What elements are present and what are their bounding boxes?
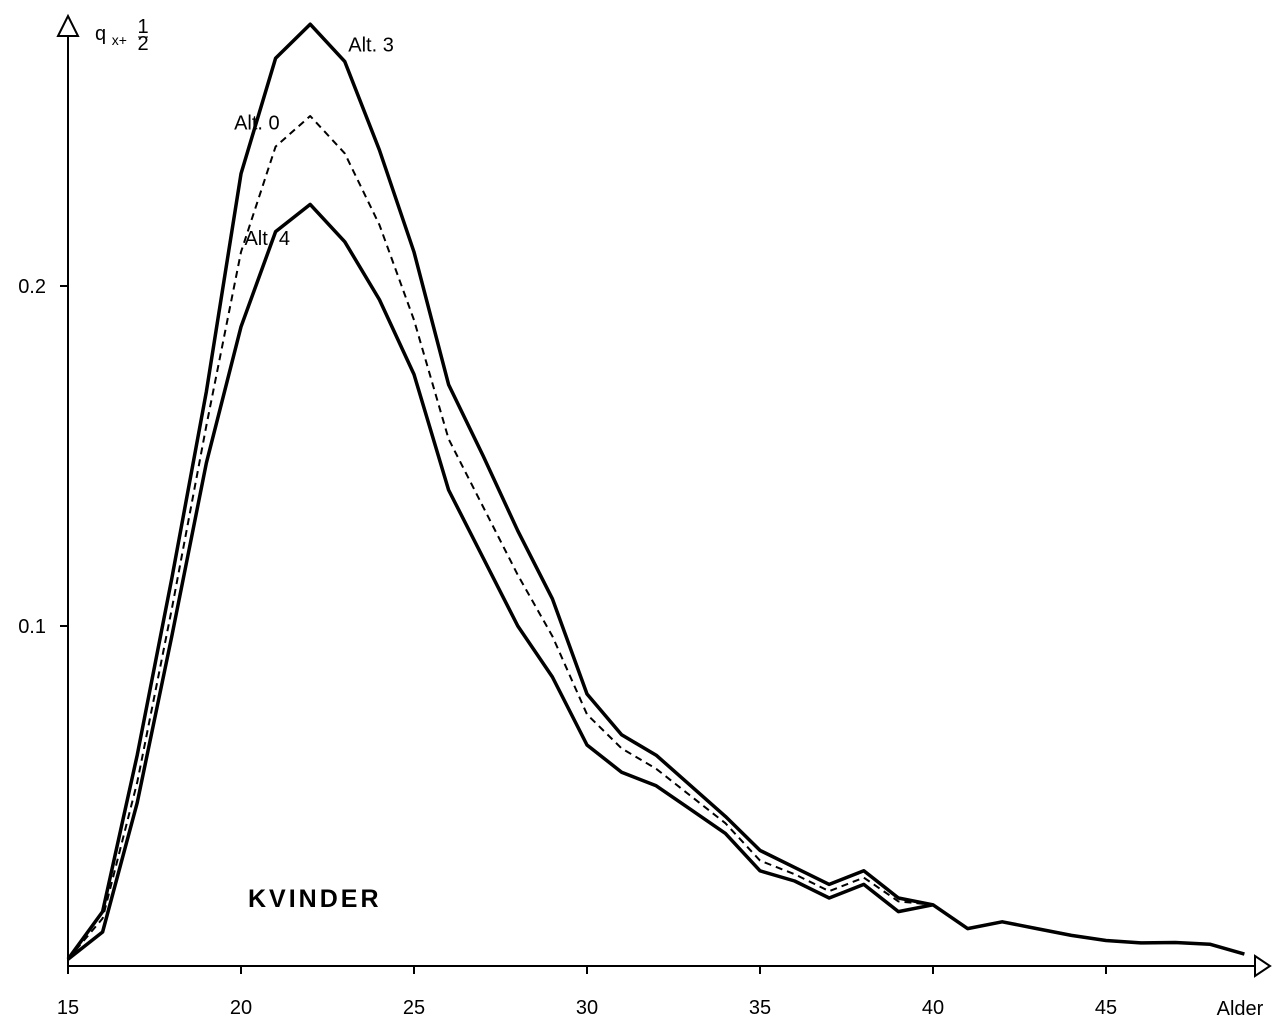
x-axis-title: Alder [1217, 998, 1264, 1020]
x-tick-label: 45 [1095, 997, 1117, 1019]
series-labels: Alt. 3 Alt. 0 Alt. 4 [234, 34, 394, 250]
x-tick-label: 40 [922, 997, 944, 1019]
y-axis-title: q x+ [95, 23, 127, 48]
series-label: Alt. 4 [244, 228, 290, 250]
y-axis-arrow [56, 13, 80, 37]
y-tick-label: 0.2 [18, 276, 46, 298]
x-tick-label: 20 [230, 997, 252, 1019]
y-axis-title-sub: x+ [112, 32, 127, 48]
axes [56, 13, 1272, 978]
y-tick-label: 0.1 [18, 616, 46, 638]
series-label: Alt. 3 [348, 34, 394, 56]
series-line-alt-3 [66, 22, 1245, 961]
chart-annotation: KVINDER [248, 885, 382, 913]
x-axis-arrow [1254, 954, 1272, 978]
y-axis-title-denominator: 2 [137, 33, 148, 55]
series-label: Alt. 0 [234, 113, 280, 135]
y-axis-title-numerator: 1 [137, 16, 148, 38]
series-line-alt-4 [66, 202, 934, 961]
ticks: 15 20 25 30 35 40 45 0.1 0.2 [18, 276, 1117, 1019]
x-tick-label: 30 [576, 997, 598, 1019]
y-axis-title-main: q [95, 23, 106, 45]
x-tick-label: 15 [57, 997, 79, 1019]
x-tick-label: 35 [749, 997, 771, 1019]
series-lines [66, 22, 1245, 961]
x-tick-label: 25 [403, 997, 425, 1019]
series-line-alt-0 [67, 115, 934, 960]
